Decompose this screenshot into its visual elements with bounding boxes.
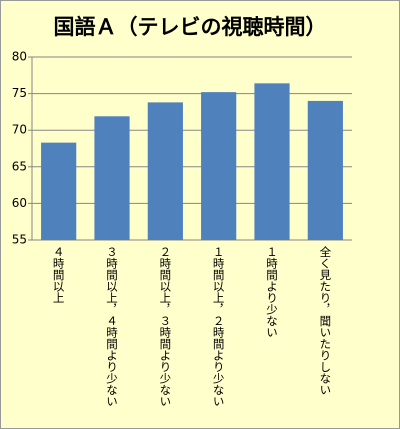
- x-tick-label: ２時間以上，３時間より少ない: [158, 246, 172, 407]
- x-tick-label: ４時間以上: [52, 246, 66, 304]
- y-tick-label: 60: [12, 196, 27, 210]
- bar: [94, 116, 130, 240]
- y-tick-label: 80: [12, 50, 27, 64]
- x-tick-label: １時間以上，２時間より少ない: [212, 246, 226, 407]
- bar: [307, 100, 343, 240]
- y-tick-label: 65: [12, 159, 27, 173]
- x-tick-label: １時間より少ない: [265, 246, 279, 338]
- x-tick-label: 全く見たり，聞いたりしない: [318, 245, 332, 395]
- chart-title: 国語Ａ（テレビの視聴時間）: [54, 15, 327, 39]
- y-tick-label: 75: [12, 86, 27, 100]
- y-tick-label: 55: [12, 233, 27, 247]
- bar: [147, 102, 183, 240]
- x-tick-label: ３時間以上，４時間より少ない: [105, 246, 119, 407]
- bar: [254, 83, 290, 241]
- bar: [201, 92, 237, 240]
- bar: [41, 142, 77, 240]
- y-tick-label: 70: [12, 123, 27, 137]
